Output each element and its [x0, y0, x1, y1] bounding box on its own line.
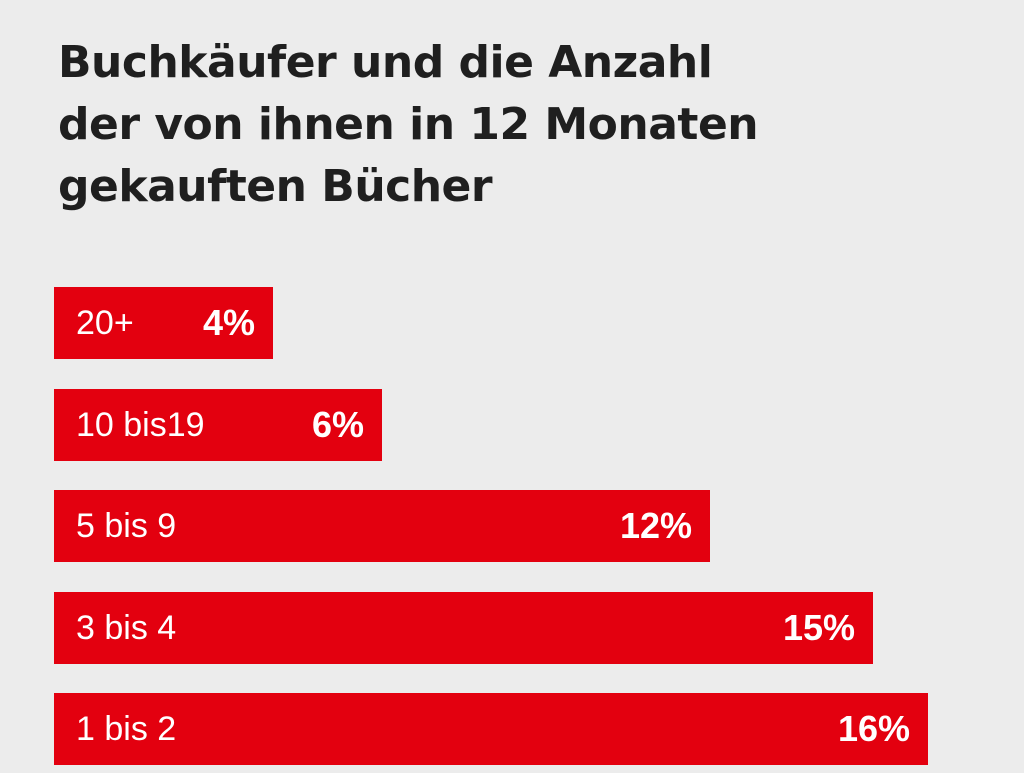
bar-value-label: 12% — [619, 505, 692, 546]
chart-title-line-2: der von ihnen in 12 Monaten — [58, 99, 759, 150]
bar-category-label: 1 bis 2 — [76, 710, 177, 748]
bar-1: 10 bis19 6% — [54, 389, 382, 461]
bar-value-label: 16% — [837, 708, 910, 749]
chart-title-line-3: gekauften Bücher — [58, 161, 493, 212]
bar-4: 1 bis 2 16% — [54, 693, 928, 765]
bar-category-label: 20+ — [76, 304, 134, 342]
bar-category-label: 10 bis19 — [76, 406, 205, 444]
bar-3: 3 bis 4 15% — [54, 592, 873, 664]
chart-title-line-1: Buchkäufer und die Anzahl — [58, 37, 713, 88]
bar-2: 5 bis 9 12% — [54, 490, 710, 562]
bar-value-label: 6% — [311, 404, 364, 445]
bar-value-label: 4% — [202, 302, 255, 343]
bar-value-label: 15% — [782, 607, 855, 648]
bar-category-label: 3 bis 4 — [76, 609, 177, 647]
bar-category-label: 5 bis 9 — [76, 507, 177, 545]
bar-0: 20+ 4% — [54, 287, 273, 359]
chart-title: Buchkäufer und die Anzahl der von ihnen … — [58, 32, 958, 218]
